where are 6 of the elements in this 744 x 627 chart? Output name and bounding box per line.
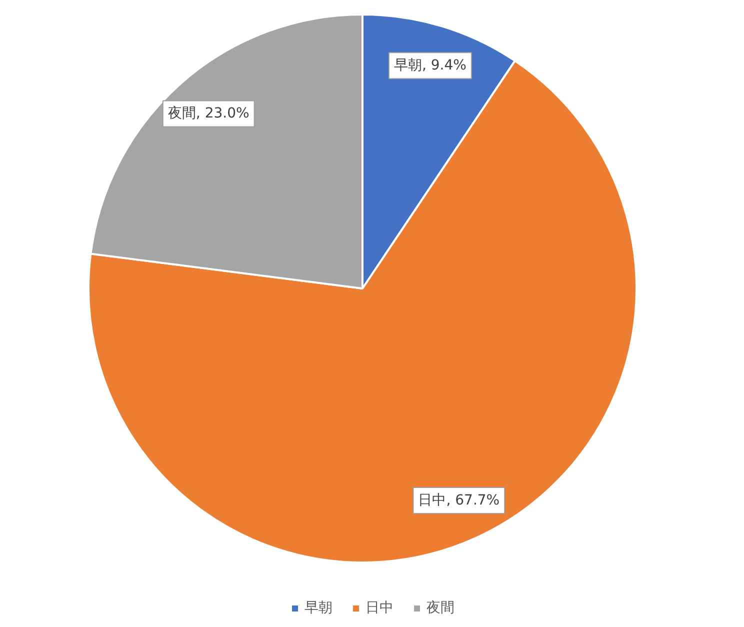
legend-label: 日中 [366, 599, 394, 617]
data-label: 早朝, 9.4% [394, 58, 466, 74]
data-label: 夜間, 23.0% [168, 106, 250, 122]
legend-label: 早朝 [304, 599, 332, 617]
data-label: 日中, 67.7% [418, 492, 500, 509]
legend-label: 夜間 [426, 599, 454, 617]
